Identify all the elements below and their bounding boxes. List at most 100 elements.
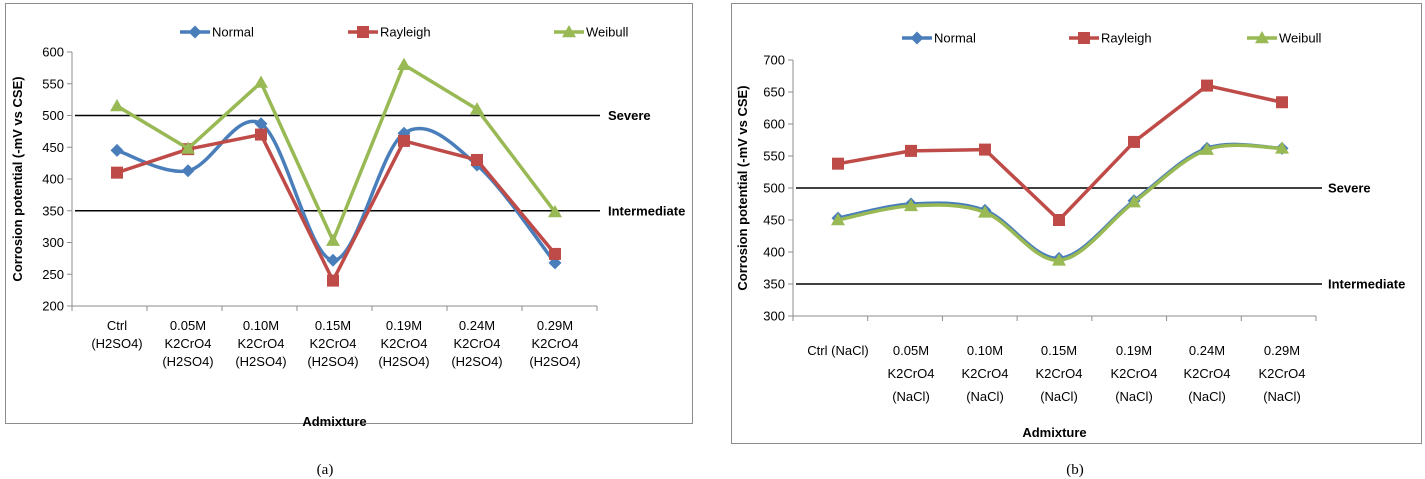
y-tick-label: 550	[763, 149, 785, 164]
legend-marker	[1255, 31, 1269, 44]
x-tick-label-line: 0.29M	[1264, 343, 1300, 358]
data-point-weibull	[110, 98, 124, 112]
y-tick-label: 700	[763, 53, 785, 68]
reference-label-intermediate: Intermediate	[608, 203, 685, 218]
chart-b: 300 350 400 450 500 550 600 650 700 Ctrl (NaCl) 0.…	[731, 3, 1422, 478]
x-tick-label-line: (NaCl)	[1115, 389, 1153, 404]
legend-label: Weibull	[1279, 31, 1322, 46]
data-point-rayleigh	[549, 247, 561, 260]
reference-label-severe: Severe	[1328, 181, 1371, 196]
data-point-weibull	[326, 233, 340, 246]
x-tick-label: 0.05M K2CrO4 (H2SO4)	[162, 318, 213, 369]
y-tick-label: 350	[42, 203, 64, 218]
x-tick-label-line: 0.15M	[1041, 343, 1077, 358]
legend-item-rayleigh: Rayleigh	[348, 25, 431, 40]
x-tick-label-line: K2CrO4	[1184, 366, 1231, 381]
series-rayleigh	[832, 79, 1288, 226]
data-point-weibull	[1200, 142, 1214, 155]
x-tick-label-line: 0.19M	[1116, 343, 1152, 358]
data-point-rayleigh	[255, 128, 267, 141]
x-tick-label-line: (H2SO4)	[451, 354, 502, 369]
x-tick-label-line: 0.29M	[537, 318, 573, 333]
x-tick-label-line: (H2SO4)	[529, 354, 580, 369]
y-tick-label: 400	[763, 245, 785, 260]
x-tick-label-line: (NaCl)	[1263, 389, 1301, 404]
data-point-rayleigh	[471, 153, 483, 166]
legend-marker	[188, 25, 202, 39]
x-tick-label-line: K2CrO4	[1036, 366, 1083, 381]
legend-marker	[562, 25, 576, 38]
x-tick-label-line: (NaCl)	[1040, 389, 1078, 404]
x-tick-label: 0.24M K2CrO4 (H2SO4)	[451, 318, 502, 369]
x-tick-label-line: K2CrO4	[962, 366, 1009, 381]
x-tick-label-line: K2CrO4	[1259, 366, 1306, 381]
reference-label-severe: Severe	[608, 108, 651, 123]
data-point-weibull	[978, 205, 992, 218]
data-point-weibull	[470, 102, 484, 115]
data-point-weibull	[254, 75, 268, 88]
data-point-rayleigh	[1128, 135, 1140, 148]
x-tick-label-line: K2CrO4	[888, 366, 935, 381]
y-axis-title: Corrosion potential (-mV vs CSE)	[735, 85, 750, 290]
x-tick-label-line: K2CrO4	[381, 336, 428, 351]
data-point-weibull	[181, 141, 195, 154]
legend-label: Weibull	[586, 25, 629, 40]
x-tick-label-line: (H2SO4)	[162, 354, 213, 369]
data-point-normal	[110, 143, 124, 157]
data-point-rayleigh	[398, 134, 410, 147]
x-tick-label: 0.19M K2CrO4 (NaCl)	[1111, 343, 1158, 404]
x-tick-label-line: 0.24M	[459, 318, 495, 333]
chart-frame	[731, 3, 1422, 444]
x-tick-label-line: Ctrl (NaCl)	[807, 343, 868, 358]
legend-marker	[357, 26, 369, 38]
figure-caption: (b)	[1066, 462, 1084, 478]
data-point-rayleigh	[832, 157, 844, 170]
x-tick-label-line: 0.05M	[170, 318, 206, 333]
y-tick-label: 650	[763, 85, 785, 100]
data-point-rayleigh	[111, 166, 123, 179]
y-tick-label: 200	[42, 299, 64, 314]
data-point-normal	[181, 164, 195, 178]
y-tick-label: 500	[763, 181, 785, 196]
x-axis-title: Admixture	[1022, 425, 1086, 440]
x-tick-label: 0.15M K2CrO4 (NaCl)	[1036, 343, 1083, 404]
x-tick-label: 0.10M K2CrO4 (NaCl)	[962, 343, 1009, 404]
y-tick-label: 250	[42, 267, 64, 282]
legend-marker	[1078, 32, 1090, 44]
data-point-rayleigh	[1053, 214, 1065, 226]
y-axis-title: Corrosion potential (-mV vs CSE)	[10, 76, 25, 281]
x-tick-label-line: (H2SO4)	[235, 354, 286, 369]
data-point-weibull	[1275, 141, 1289, 154]
legend-label: Rayleigh	[1101, 31, 1152, 46]
data-point-rayleigh	[905, 144, 917, 157]
legend-label: Rayleigh	[380, 25, 431, 40]
series-weibull	[831, 141, 1289, 266]
x-tick-label-line: (NaCl)	[1188, 389, 1226, 404]
x-tick-label: 0.29M K2CrO4 (NaCl)	[1259, 343, 1306, 404]
x-tick-label-line: 0.10M	[967, 343, 1003, 358]
x-tick-label: 0.15M K2CrO4 (H2SO4)	[307, 318, 358, 369]
y-tick-label: 300	[763, 309, 785, 324]
x-axis-title: Admixture	[302, 414, 366, 429]
legend-label: Normal	[934, 31, 976, 46]
data-point-weibull	[548, 205, 562, 218]
x-tick-label-line: K2CrO4	[1111, 366, 1158, 381]
x-tick-label: 0.19M K2CrO4 (H2SO4)	[378, 318, 429, 369]
data-point-rayleigh	[979, 143, 991, 156]
x-tick-label: 0.10M K2CrO4 (H2SO4)	[235, 318, 286, 369]
x-tick-label-line: K2CrO4	[532, 336, 579, 351]
y-tick-label: 550	[42, 76, 64, 91]
legend-item-weibull: Weibull	[1247, 31, 1322, 46]
x-tick-label: Ctrl (H2SO4)	[91, 318, 142, 351]
chart-frame	[5, 3, 693, 424]
legend-item-normal: Normal	[902, 31, 976, 46]
y-tick-label: 300	[42, 235, 64, 250]
x-tick-label-line: (H2SO4)	[378, 354, 429, 369]
data-point-weibull	[1127, 195, 1141, 208]
y-tick-label: 450	[763, 213, 785, 228]
data-point-normal	[326, 253, 340, 267]
data-point-rayleigh	[1201, 79, 1213, 92]
data-point-normal	[254, 117, 268, 131]
